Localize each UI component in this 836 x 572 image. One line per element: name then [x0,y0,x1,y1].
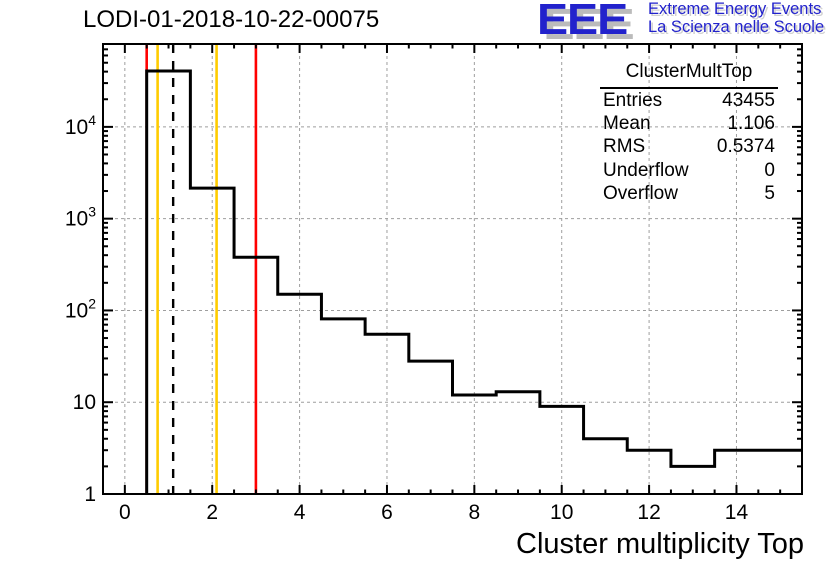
y-tick-labels: 1 10 102 103 104 [65,112,96,506]
gridlines [103,44,802,494]
histogram-line [145,69,802,494]
svg-text:8: 8 [469,501,481,524]
eee-logo-text: Extreme Energy Events La Scienza nelle S… [648,0,825,36]
x-axis-title: Cluster multiplicity Top [516,528,804,560]
svg-text:102: 102 [65,295,96,322]
eee-logo-line1: Extreme Energy Events [648,0,822,18]
svg-text:10: 10 [550,501,573,524]
stats-row-rms: RMS 0.5374 [600,135,778,158]
stats-row-overflow: Overflow 5 [600,182,778,205]
svg-text:104: 104 [65,112,96,139]
stats-row-underflow: Underflow 0 [600,159,778,182]
plot-title: LODI-01-2018-10-22-00075 [83,6,380,33]
stats-value: 43455 [722,90,775,111]
svg-text:10: 10 [73,391,96,414]
svg-text:1: 1 [84,483,96,506]
stats-row-entries: Entries 43455 [600,89,778,112]
svg-text:12: 12 [637,501,660,524]
stats-value: 0 [764,159,775,181]
eee-logo-line2: La Scienza nelle Scuole [648,17,825,36]
stats-box: ClusterMultTop Entries 43455 Mean 1.106 … [600,60,778,205]
stats-label: RMS [603,136,646,158]
svg-text:4: 4 [294,501,306,524]
stats-row-mean: Mean 1.106 [600,112,778,135]
stats-label: Underflow [603,159,689,181]
svg-text:0: 0 [119,501,131,524]
svg-text:6: 6 [381,501,393,524]
stats-value: 1.106 [727,113,775,135]
stats-value: 5 [764,182,775,204]
stats-label: Mean [603,113,651,135]
svg-text:14: 14 [725,501,749,524]
stats-value: 0.5374 [716,136,775,158]
svg-text:2: 2 [206,501,218,524]
stats-title: ClusterMultTop [600,60,778,89]
axis-ticks [103,44,802,495]
x-tick-labels: 0 2 4 6 8 10 12 14 [119,501,748,524]
stats-label: Entries [603,90,663,111]
eee-logo: EEE [537,0,628,44]
stats-label: Overflow [603,182,678,204]
svg-text:103: 103 [65,204,96,231]
